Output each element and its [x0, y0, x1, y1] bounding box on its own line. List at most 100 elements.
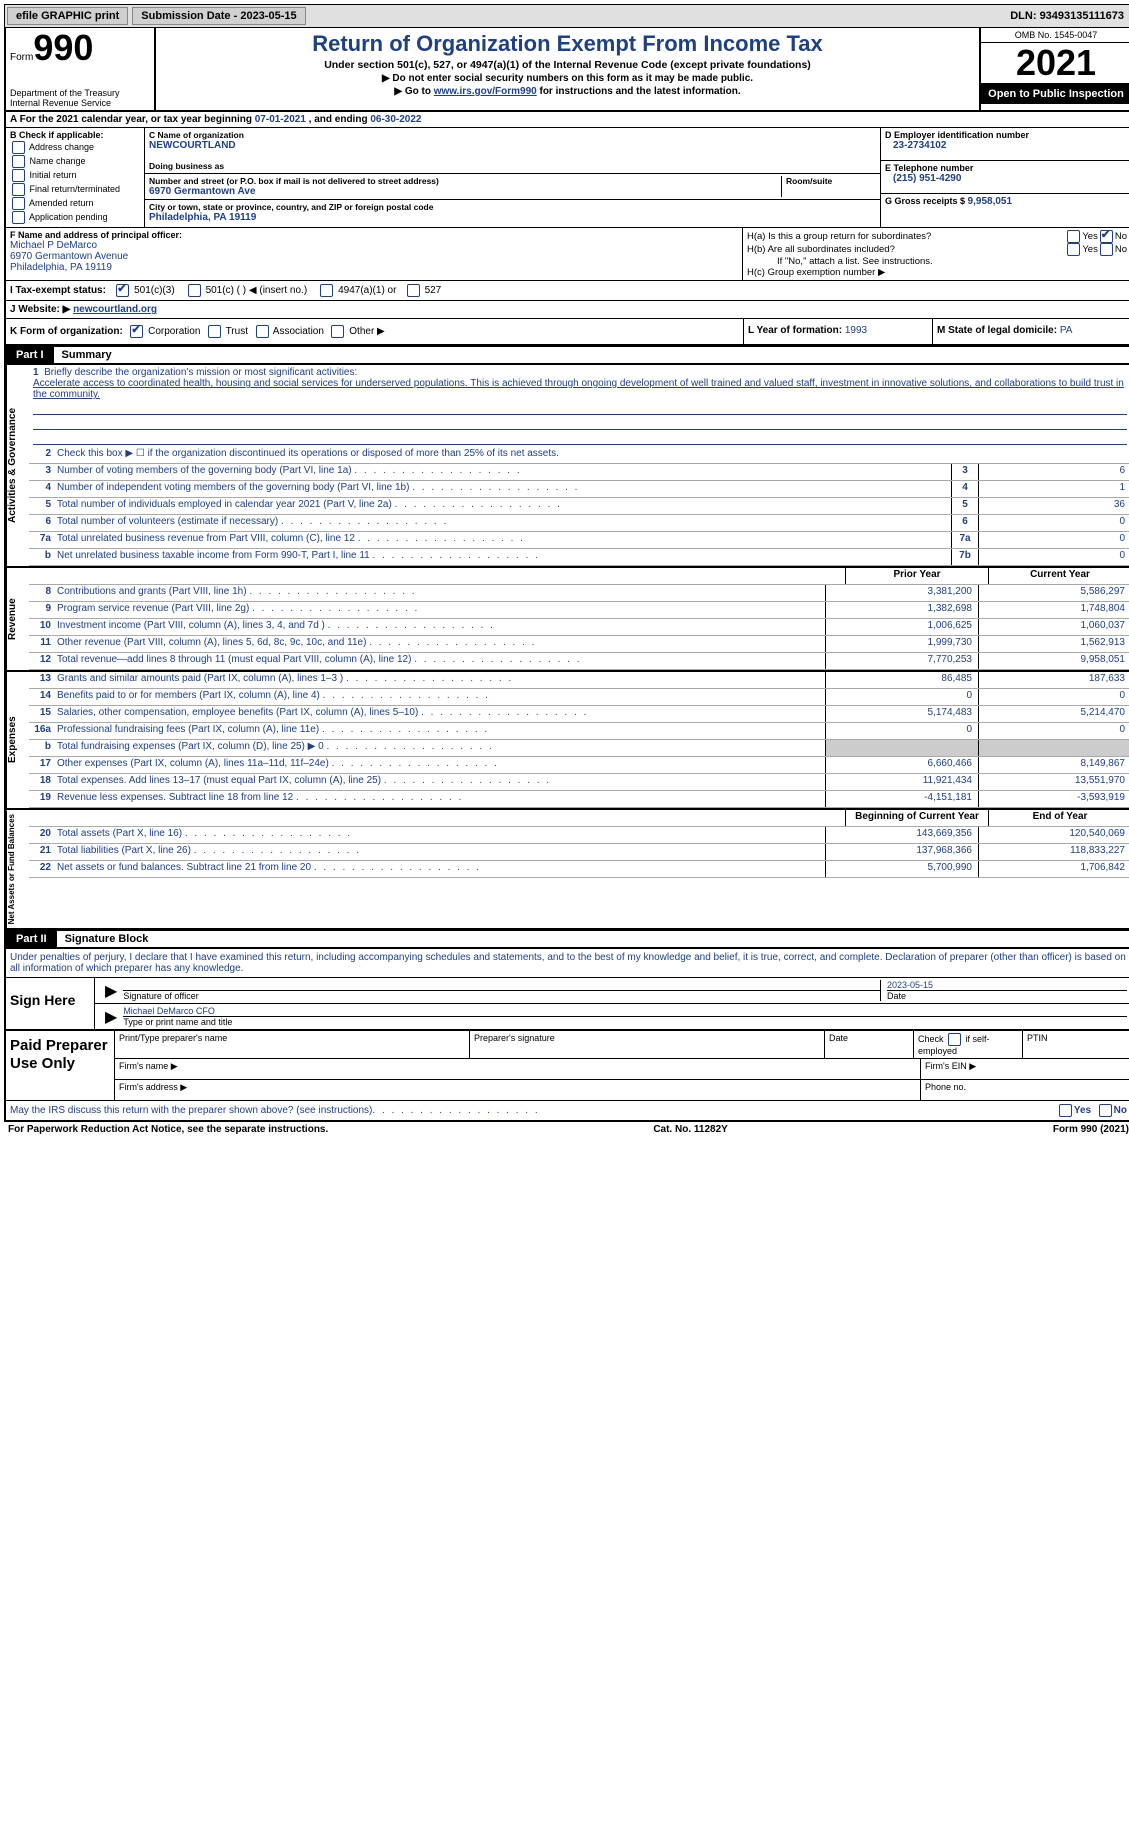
phone-cell: E Telephone number (215) 951-4290 [881, 161, 1129, 194]
col-b-checkboxes: B Check if applicable: Address change Na… [6, 128, 145, 227]
open-inspection: Open to Public Inspection [981, 84, 1129, 104]
chk-ha-no[interactable] [1100, 230, 1113, 243]
gov-row: 3Number of voting members of the governi… [29, 464, 1129, 481]
prep-sig[interactable]: Preparer's signature [470, 1031, 825, 1058]
chk-hb-no[interactable] [1100, 243, 1113, 256]
arrow-icon: ▶ [99, 1007, 123, 1027]
chk-initial-return[interactable]: Initial return [10, 169, 140, 182]
chk-name-change[interactable]: Name change [10, 155, 140, 168]
table-row: 21Total liabilities (Part X, line 26) 13… [29, 844, 1129, 861]
table-row: 16aProfessional fundraising fees (Part I… [29, 723, 1129, 740]
prep-name[interactable]: Print/Type preparer's name [115, 1031, 470, 1058]
chk-4947[interactable] [320, 284, 333, 297]
summary-governance: Activities & Governance 1 Briefly descri… [4, 365, 1129, 568]
firm-ein[interactable]: Firm's EIN ▶ [921, 1059, 1129, 1079]
chk-address-change[interactable]: Address change [10, 141, 140, 154]
chk-527[interactable] [407, 284, 420, 297]
gov-row: 6Total number of volunteers (estimate if… [29, 515, 1129, 532]
gov-row: bNet unrelated business taxable income f… [29, 549, 1129, 566]
efile-print-button[interactable]: efile GRAPHIC print [7, 7, 128, 25]
table-row: 15Salaries, other compensation, employee… [29, 706, 1129, 723]
chk-trust[interactable] [208, 325, 221, 338]
form-header-right: OMB No. 1545-0047 2021 Open to Public In… [979, 28, 1129, 110]
gov-row: 5Total number of individuals employed in… [29, 498, 1129, 515]
chk-amended[interactable]: Amended return [10, 197, 140, 210]
table-row: 12Total revenue—add lines 8 through 11 (… [29, 653, 1129, 670]
table-row: 20Total assets (Part X, line 16) 143,669… [29, 827, 1129, 844]
group-return-cell: H(a) Is this a group return for subordin… [743, 228, 1129, 280]
prep-date[interactable]: Date [825, 1031, 914, 1058]
sign-here-label: Sign Here [6, 978, 95, 1029]
summary-netassets: Net Assets or Fund Balances Beginning of… [4, 810, 1129, 930]
part2-title: Signature Block [57, 931, 157, 947]
table-row: 8Contributions and grants (Part VIII, li… [29, 585, 1129, 602]
table-row: 9Program service revenue (Part VIII, lin… [29, 602, 1129, 619]
chk-app-pending[interactable]: Application pending [10, 211, 140, 224]
row-j-website: J Website: ▶ newcourtland.org [4, 301, 1129, 319]
summary-expenses: Expenses 13Grants and similar amounts pa… [4, 672, 1129, 810]
sig-name-field[interactable]: Michael DeMarco CFO Type or print name a… [123, 1006, 1127, 1027]
sig-officer-field[interactable]: Signature of officer [123, 990, 880, 1001]
form-subtitle-2: ▶ Do not enter social security numbers o… [159, 73, 976, 84]
form-number: 990 [33, 27, 93, 68]
row-i-tax-status: I Tax-exempt status: 501(c)(3) 501(c) ( … [4, 281, 1129, 301]
entity-block: B Check if applicable: Address change Na… [4, 128, 1129, 228]
table-row: 17Other expenses (Part IX, column (A), l… [29, 757, 1129, 774]
omb-number: OMB No. 1545-0047 [981, 28, 1129, 43]
firm-address[interactable]: Firm's address ▶ [115, 1080, 921, 1100]
prep-selfemp[interactable]: Check if self-employed [914, 1031, 1023, 1058]
treasury-label: Department of the Treasury Internal Reve… [10, 88, 150, 108]
org-city-cell: City or town, state or province, country… [145, 200, 880, 225]
table-row: 13Grants and similar amounts paid (Part … [29, 672, 1129, 689]
topbar: efile GRAPHIC print Submission Date - 20… [4, 4, 1129, 28]
row-klm: K Form of organization: Corporation Trus… [4, 319, 1129, 346]
summary-revenue: Revenue b Prior Year Current Year 8Contr… [4, 568, 1129, 672]
table-row: 19Revenue less expenses. Subtract line 1… [29, 791, 1129, 808]
year-formation: L Year of formation: 1993 [744, 319, 933, 344]
row-a-period: A For the 2021 calendar year, or tax yea… [4, 112, 1129, 128]
part2-header: Part II Signature Block [4, 930, 1129, 949]
gross-receipts-cell: G Gross receipts $ 9,958,051 [881, 194, 1129, 226]
chk-501c[interactable] [188, 284, 201, 297]
sign-here-block: Sign Here ▶ Signature of officer 2023-05… [4, 978, 1129, 1031]
chk-hb-yes[interactable] [1067, 243, 1080, 256]
part1-title: Summary [54, 347, 120, 363]
form-header-left: Form990 Department of the Treasury Inter… [6, 28, 156, 110]
part1-header: Part I Summary [4, 346, 1129, 365]
prep-ptin[interactable]: PTIN [1023, 1031, 1129, 1058]
chk-ha-yes[interactable] [1067, 230, 1080, 243]
chk-discuss-no[interactable] [1099, 1104, 1112, 1117]
website-link[interactable]: newcourtland.org [73, 304, 157, 315]
chk-other[interactable] [331, 325, 344, 338]
vlabel-expenses: Expenses [6, 672, 29, 808]
footer-right: Form 990 (2021) [1053, 1124, 1129, 1135]
row-f-h: F Name and address of principal officer:… [4, 228, 1129, 281]
footer-left: For Paperwork Reduction Act Notice, see … [8, 1124, 328, 1135]
chk-discuss-yes[interactable] [1059, 1104, 1072, 1117]
firm-name[interactable]: Firm's name ▶ [115, 1059, 921, 1079]
org-name-cell: C Name of organization NEWCOURTLAND Doin… [145, 128, 880, 174]
form-subtitle-3: ▶ Go to www.irs.gov/Form990 for instruct… [159, 86, 976, 97]
preparer-label: Paid Preparer Use Only [6, 1031, 115, 1100]
table-row: 11Other revenue (Part VIII, column (A), … [29, 636, 1129, 653]
form-title: Return of Organization Exempt From Incom… [159, 31, 976, 57]
tax-year: 2021 [981, 43, 1129, 84]
chk-corp[interactable] [130, 325, 143, 338]
chk-assoc[interactable] [256, 325, 269, 338]
table-row: 22Net assets or fund balances. Subtract … [29, 861, 1129, 878]
chk-final-return[interactable]: Final return/terminated [10, 183, 140, 196]
discuss-row: May the IRS discuss this return with the… [4, 1101, 1129, 1122]
rev-header-row: b Prior Year Current Year [29, 568, 1129, 585]
col-d: D Employer identification number 23-2734… [881, 128, 1129, 227]
irs-link[interactable]: www.irs.gov/Form990 [434, 86, 537, 97]
footer-center: Cat. No. 11282Y [653, 1124, 727, 1135]
table-row: 14Benefits paid to or for members (Part … [29, 689, 1129, 706]
col-c-org-info: C Name of organization NEWCOURTLAND Doin… [145, 128, 881, 227]
org-street-cell: Number and street (or P.O. box if mail i… [145, 174, 880, 200]
submission-date: Submission Date - 2023-05-15 [132, 7, 305, 25]
table-row: 10Investment income (Part VIII, column (… [29, 619, 1129, 636]
vlabel-governance: Activities & Governance [6, 365, 29, 566]
ein-cell: D Employer identification number 23-2734… [881, 128, 1129, 161]
chk-501c3[interactable] [116, 284, 129, 297]
firm-phone[interactable]: Phone no. [921, 1080, 1129, 1100]
